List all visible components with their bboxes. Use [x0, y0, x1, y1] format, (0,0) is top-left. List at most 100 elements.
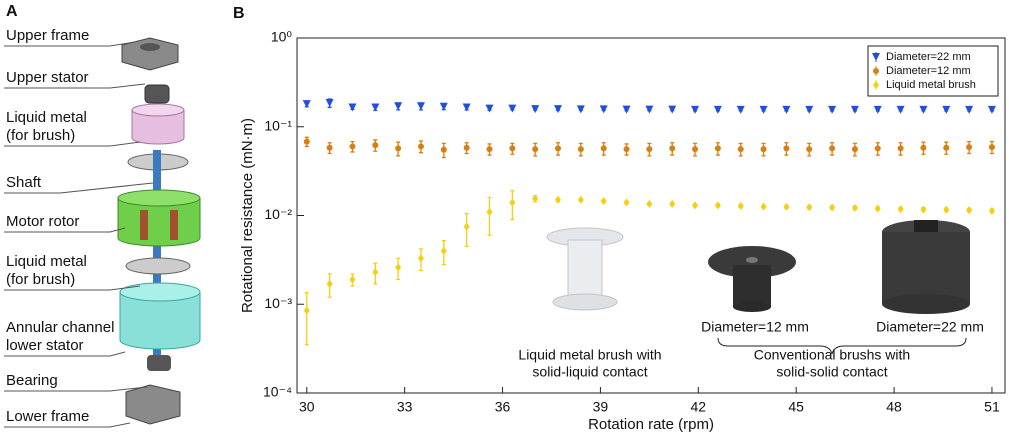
data-point — [622, 105, 631, 114]
data-point — [942, 105, 951, 114]
data-point — [737, 201, 744, 210]
data-point — [806, 203, 813, 212]
annotation: Diameter=12 mm — [701, 319, 809, 335]
legend-box — [867, 45, 999, 97]
legend-label: Liquid metal brush — [886, 79, 976, 91]
data-point — [645, 105, 654, 114]
data-point — [736, 105, 745, 114]
data-point — [669, 145, 676, 152]
data-point — [943, 205, 950, 214]
x-tick-label: 48 — [886, 399, 902, 415]
data-point — [873, 105, 882, 114]
data-point — [714, 201, 721, 210]
data-point — [668, 105, 677, 114]
x-tick-label: 42 — [691, 399, 707, 415]
data-point — [303, 306, 310, 315]
data-point — [760, 146, 767, 153]
data-point — [760, 202, 767, 211]
data-point — [576, 105, 585, 114]
x-tick-label: 36 — [495, 399, 511, 415]
photo-liquid-brush — [546, 227, 624, 311]
data-point — [988, 144, 995, 151]
data-point — [897, 205, 904, 214]
data-point — [326, 144, 333, 151]
data-point — [851, 203, 858, 212]
data-point — [783, 202, 790, 211]
data-point — [850, 105, 859, 114]
data-point — [759, 105, 768, 114]
data-point — [531, 105, 540, 114]
data-point — [805, 105, 814, 114]
data-point — [874, 204, 881, 213]
panel-label: A — [6, 3, 18, 20]
leader-line — [4, 386, 148, 392]
x-tick-label: 45 — [788, 399, 804, 415]
data-point — [326, 279, 333, 288]
data-point — [806, 146, 813, 153]
data-point — [325, 99, 334, 108]
data-point — [395, 145, 402, 152]
data-point — [829, 145, 836, 152]
legend-marker — [873, 81, 879, 89]
part-label: Bearing — [6, 372, 58, 389]
data-point — [987, 105, 996, 114]
data-point — [669, 199, 676, 208]
data-point — [713, 105, 722, 114]
leader-line — [4, 351, 126, 357]
data-point — [395, 263, 402, 272]
annotation: Diameter=22 mm — [876, 319, 984, 335]
data-point — [646, 199, 653, 208]
x-tick-label: 33 — [397, 399, 413, 415]
data-point — [462, 103, 471, 112]
data-point — [965, 105, 974, 114]
data-point — [555, 145, 562, 152]
leader-line — [4, 141, 141, 147]
data-point — [920, 144, 927, 151]
y-tick-label: 10⁻¹ — [264, 117, 292, 133]
photo-22mm — [882, 220, 970, 314]
data-point — [372, 142, 379, 149]
x-tick-label: 30 — [299, 399, 315, 415]
data-point — [851, 146, 858, 153]
data-point — [577, 195, 584, 204]
data-point — [966, 144, 973, 151]
y-axis-label: Rotational resistance (mN·m) — [239, 118, 256, 313]
data-point — [371, 103, 380, 112]
leader-line — [4, 41, 136, 47]
error-bar — [487, 196, 492, 236]
data-point — [439, 102, 448, 111]
data-point — [919, 105, 928, 114]
data-point — [623, 198, 630, 207]
part-label: Liquid metal — [6, 253, 87, 270]
legend-label: Diameter=12 mm — [886, 65, 971, 77]
data-point — [349, 143, 356, 150]
data-point — [599, 105, 608, 114]
part-label: Upper stator — [6, 69, 89, 86]
data-point — [896, 105, 905, 114]
data-point — [943, 144, 950, 151]
part-label: (for brush) — [6, 271, 75, 288]
y-tick-label: 10⁻⁴ — [263, 384, 292, 400]
data-point — [372, 268, 379, 277]
part-label: Lower frame — [6, 408, 89, 425]
y-tick-label: 10⁻³ — [264, 295, 292, 311]
leader-line — [4, 422, 131, 428]
data-point — [714, 145, 721, 152]
data-point — [783, 145, 790, 152]
data-point — [532, 146, 539, 153]
part-label: (for brush) — [6, 127, 75, 144]
data-point — [692, 146, 699, 153]
x-axis-label: Rotation rate (rpm) — [588, 416, 714, 433]
data-point — [691, 105, 700, 114]
data-point — [485, 104, 494, 113]
brace — [717, 337, 967, 355]
data-point — [920, 205, 927, 214]
y-tick-label: 10⁻² — [264, 206, 292, 222]
data-point — [417, 254, 424, 263]
leader-line — [4, 227, 126, 233]
data-point — [417, 143, 424, 150]
data-point — [486, 207, 493, 216]
part-label: Annular channel — [6, 319, 114, 336]
